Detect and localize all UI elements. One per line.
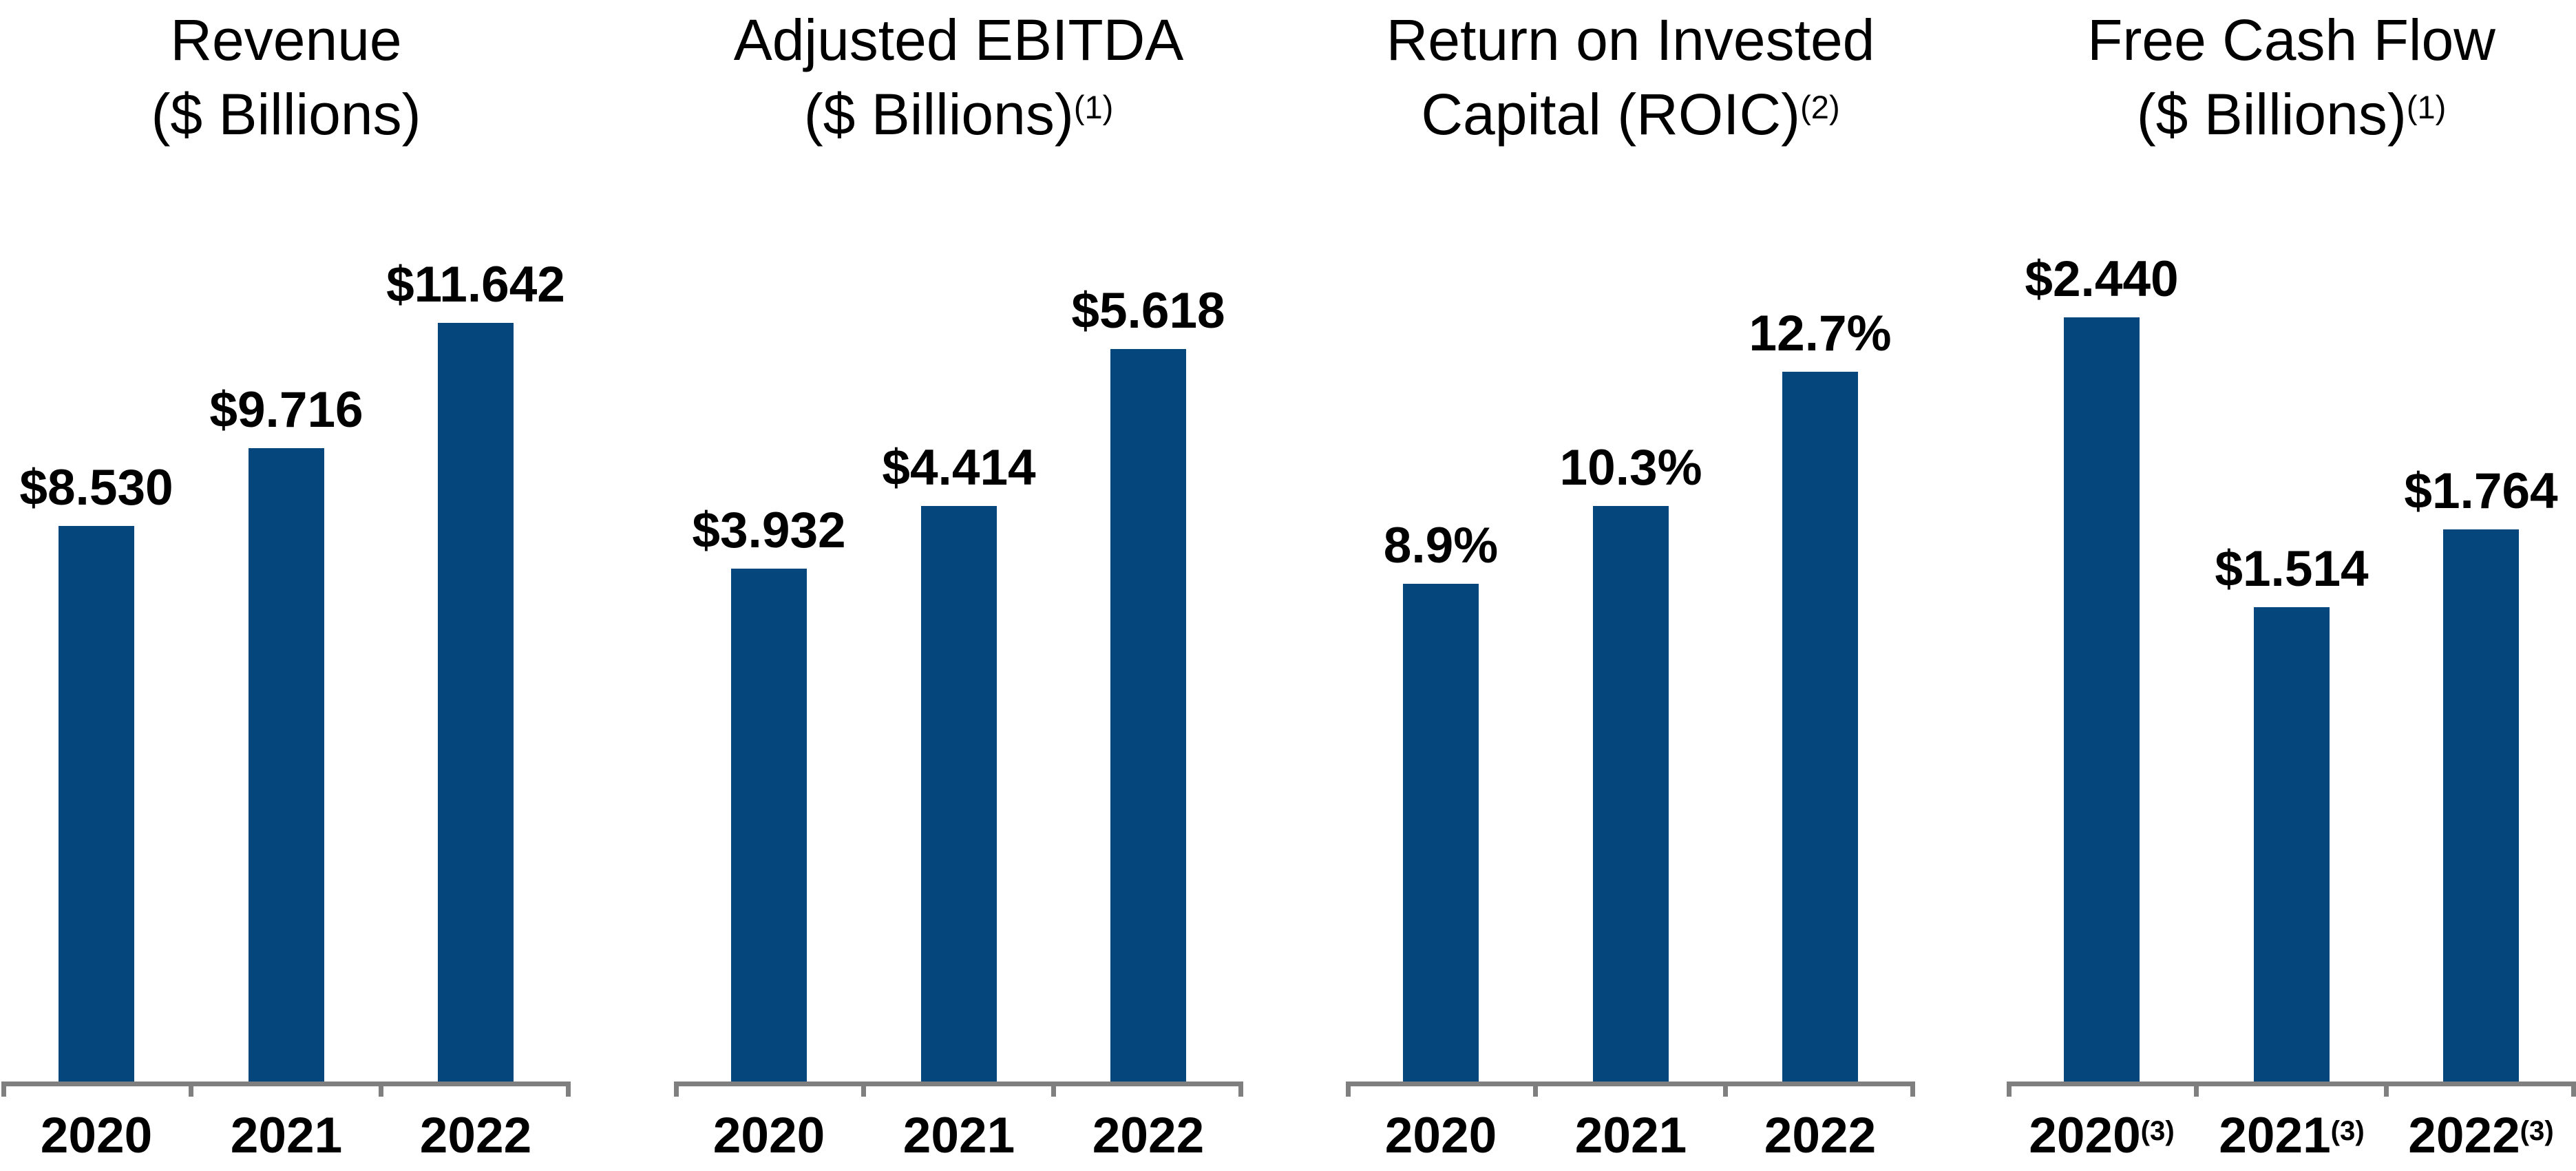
x-axis-label-text: 2022 bbox=[1092, 1108, 1205, 1163]
title-footnote-marker: (1) bbox=[2406, 89, 2447, 126]
x-axis-label-2020: 2020 bbox=[0, 1110, 303, 1161]
bar-2020-roic bbox=[1403, 584, 1479, 1082]
x-axis-label-2022: 2022 bbox=[269, 1110, 682, 1161]
bar-2021-adjusted-ebitda bbox=[921, 506, 997, 1082]
bar-value-label: $2.440 bbox=[2025, 251, 2179, 307]
x-axis-label-text: 2022 bbox=[419, 1108, 532, 1163]
bar-value-label: $1.764 bbox=[2404, 463, 2558, 519]
x-axis-label-footnote-marker: (3) bbox=[2520, 1115, 2554, 1146]
x-axis-label-2021: 2021 bbox=[752, 1110, 1165, 1161]
x-axis-tick bbox=[1723, 1082, 1728, 1097]
bar-value-label: $1.514 bbox=[2215, 541, 2369, 597]
bar-value-label: $11.642 bbox=[386, 257, 565, 313]
x-axis-label-2022: 2022(3) bbox=[2274, 1110, 2576, 1168]
chart-title-revenue: Revenue ($ Billions) bbox=[1, 3, 571, 151]
bar-value-label: 8.9% bbox=[1383, 518, 1499, 573]
title-footnote-marker: (1) bbox=[1073, 89, 1114, 126]
x-axis-label-2022: 2022 bbox=[1614, 1110, 2027, 1161]
x-axis-tick bbox=[2384, 1082, 2389, 1097]
x-axis-line bbox=[674, 1082, 1243, 1086]
x-axis-label-text: 2020 bbox=[712, 1108, 825, 1163]
bar-value-label: $8.530 bbox=[19, 460, 173, 516]
bar-value-label: 12.7% bbox=[1749, 306, 1892, 361]
x-axis-label-text: 2021 bbox=[1574, 1108, 1687, 1163]
x-axis-label-footnote-marker: (3) bbox=[2140, 1115, 2175, 1146]
chart-panel-roic: Return on Invested Capital (ROIC)(2) 8.9% 2… bbox=[1346, 0, 1915, 1171]
x-axis-label-text: 2021 bbox=[2219, 1108, 2331, 1163]
x-axis-label-text: 2022 bbox=[2408, 1108, 2520, 1163]
x-axis-tick bbox=[861, 1082, 866, 1097]
bar-value-label: $5.618 bbox=[1071, 283, 1225, 339]
bar-value-label: $4.414 bbox=[882, 440, 1036, 496]
x-axis-line bbox=[1, 1082, 571, 1086]
x-axis-tick bbox=[1346, 1082, 1351, 1097]
bar-value-label: 10.3% bbox=[1559, 440, 1702, 496]
title-footnote-marker: (2) bbox=[1800, 89, 1840, 126]
x-axis-label-footnote-marker: (3) bbox=[2330, 1115, 2365, 1146]
bar-value-label: $3.932 bbox=[692, 503, 846, 558]
x-axis-line bbox=[1346, 1082, 1915, 1086]
chart-title-line2: ($ Billions) bbox=[151, 82, 421, 147]
x-axis-label-text: 2020 bbox=[1384, 1108, 1497, 1163]
chart-title-adjusted-ebitda: Adjusted EBITDA ($ Billions)(1) bbox=[674, 3, 1243, 160]
chart-panel-free-cash-flow: Free Cash Flow ($ Billions)(1) $2.440 2020(… bbox=[2007, 0, 2576, 1171]
x-axis-tick bbox=[1, 1082, 6, 1097]
x-axis-label-text: 2022 bbox=[1764, 1108, 1877, 1163]
x-axis-tick bbox=[2194, 1082, 2199, 1097]
x-axis-label-text: 2020 bbox=[40, 1108, 153, 1163]
bar-2022-free-cash-flow bbox=[2443, 529, 2519, 1082]
chart-title-free-cash-flow: Free Cash Flow ($ Billions)(1) bbox=[2007, 3, 2576, 160]
bar-2022-adjusted-ebitda bbox=[1110, 349, 1186, 1082]
bar-2020-revenue bbox=[59, 526, 134, 1082]
x-axis-line bbox=[2007, 1082, 2576, 1086]
bar-2022-roic bbox=[1782, 372, 1858, 1082]
x-axis-tick bbox=[566, 1082, 571, 1097]
x-axis-tick bbox=[1910, 1082, 1915, 1097]
x-axis-label-2022: 2022 bbox=[942, 1110, 1355, 1161]
chart-title-line2: Capital (ROIC) bbox=[1421, 82, 1801, 147]
chart-title-line1: Return on Invested bbox=[1386, 8, 1875, 72]
x-axis-tick bbox=[1238, 1082, 1243, 1097]
bar-2021-free-cash-flow bbox=[2254, 607, 2330, 1082]
bar-2020-adjusted-ebitda bbox=[731, 569, 807, 1082]
x-axis-label-2021: 2021 bbox=[80, 1110, 493, 1161]
chart-title-roic: Return on Invested Capital (ROIC)(2) bbox=[1346, 3, 1915, 160]
x-axis-tick bbox=[2571, 1082, 2576, 1097]
bar-2022-revenue bbox=[438, 323, 514, 1082]
bar-value-label: $9.716 bbox=[209, 382, 363, 438]
x-axis-label-2021: 2021(3) bbox=[2085, 1110, 2498, 1168]
x-axis-tick bbox=[1051, 1082, 1056, 1097]
x-axis-label-2020: 2020(3) bbox=[1895, 1110, 2308, 1168]
chart-title-line1: Revenue bbox=[170, 8, 402, 72]
x-axis-label-2021: 2021 bbox=[1424, 1110, 1837, 1161]
chart-title-line1: Adjusted EBITDA bbox=[733, 8, 1184, 72]
x-axis-tick bbox=[2007, 1082, 2012, 1097]
x-axis-label-text: 2021 bbox=[230, 1108, 343, 1163]
x-axis-label-text: 2021 bbox=[902, 1108, 1015, 1163]
x-axis-label-2020: 2020 bbox=[562, 1110, 975, 1161]
chart-title-line2: ($ Billions) bbox=[803, 82, 1074, 147]
chart-title-line2: ($ Billions) bbox=[2136, 82, 2407, 147]
bar-2021-roic bbox=[1593, 506, 1669, 1082]
x-axis-tick bbox=[379, 1082, 383, 1097]
chart-panel-revenue: Revenue ($ Billions) $8.530 2020 $9.716 2021 $… bbox=[1, 0, 571, 1171]
bar-2020-free-cash-flow bbox=[2064, 317, 2140, 1082]
bar-2021-revenue bbox=[249, 448, 324, 1082]
x-axis-label-text: 2020 bbox=[2029, 1108, 2141, 1163]
chart-panel-adjusted-ebitda: Adjusted EBITDA ($ Billions)(1) $3.932 2020… bbox=[674, 0, 1243, 1171]
x-axis-label-2020: 2020 bbox=[1234, 1110, 1647, 1161]
x-axis-tick bbox=[1533, 1082, 1538, 1097]
x-axis-tick bbox=[674, 1082, 679, 1097]
chart-title-line1: Free Cash Flow bbox=[2087, 8, 2495, 72]
x-axis-tick bbox=[189, 1082, 193, 1097]
